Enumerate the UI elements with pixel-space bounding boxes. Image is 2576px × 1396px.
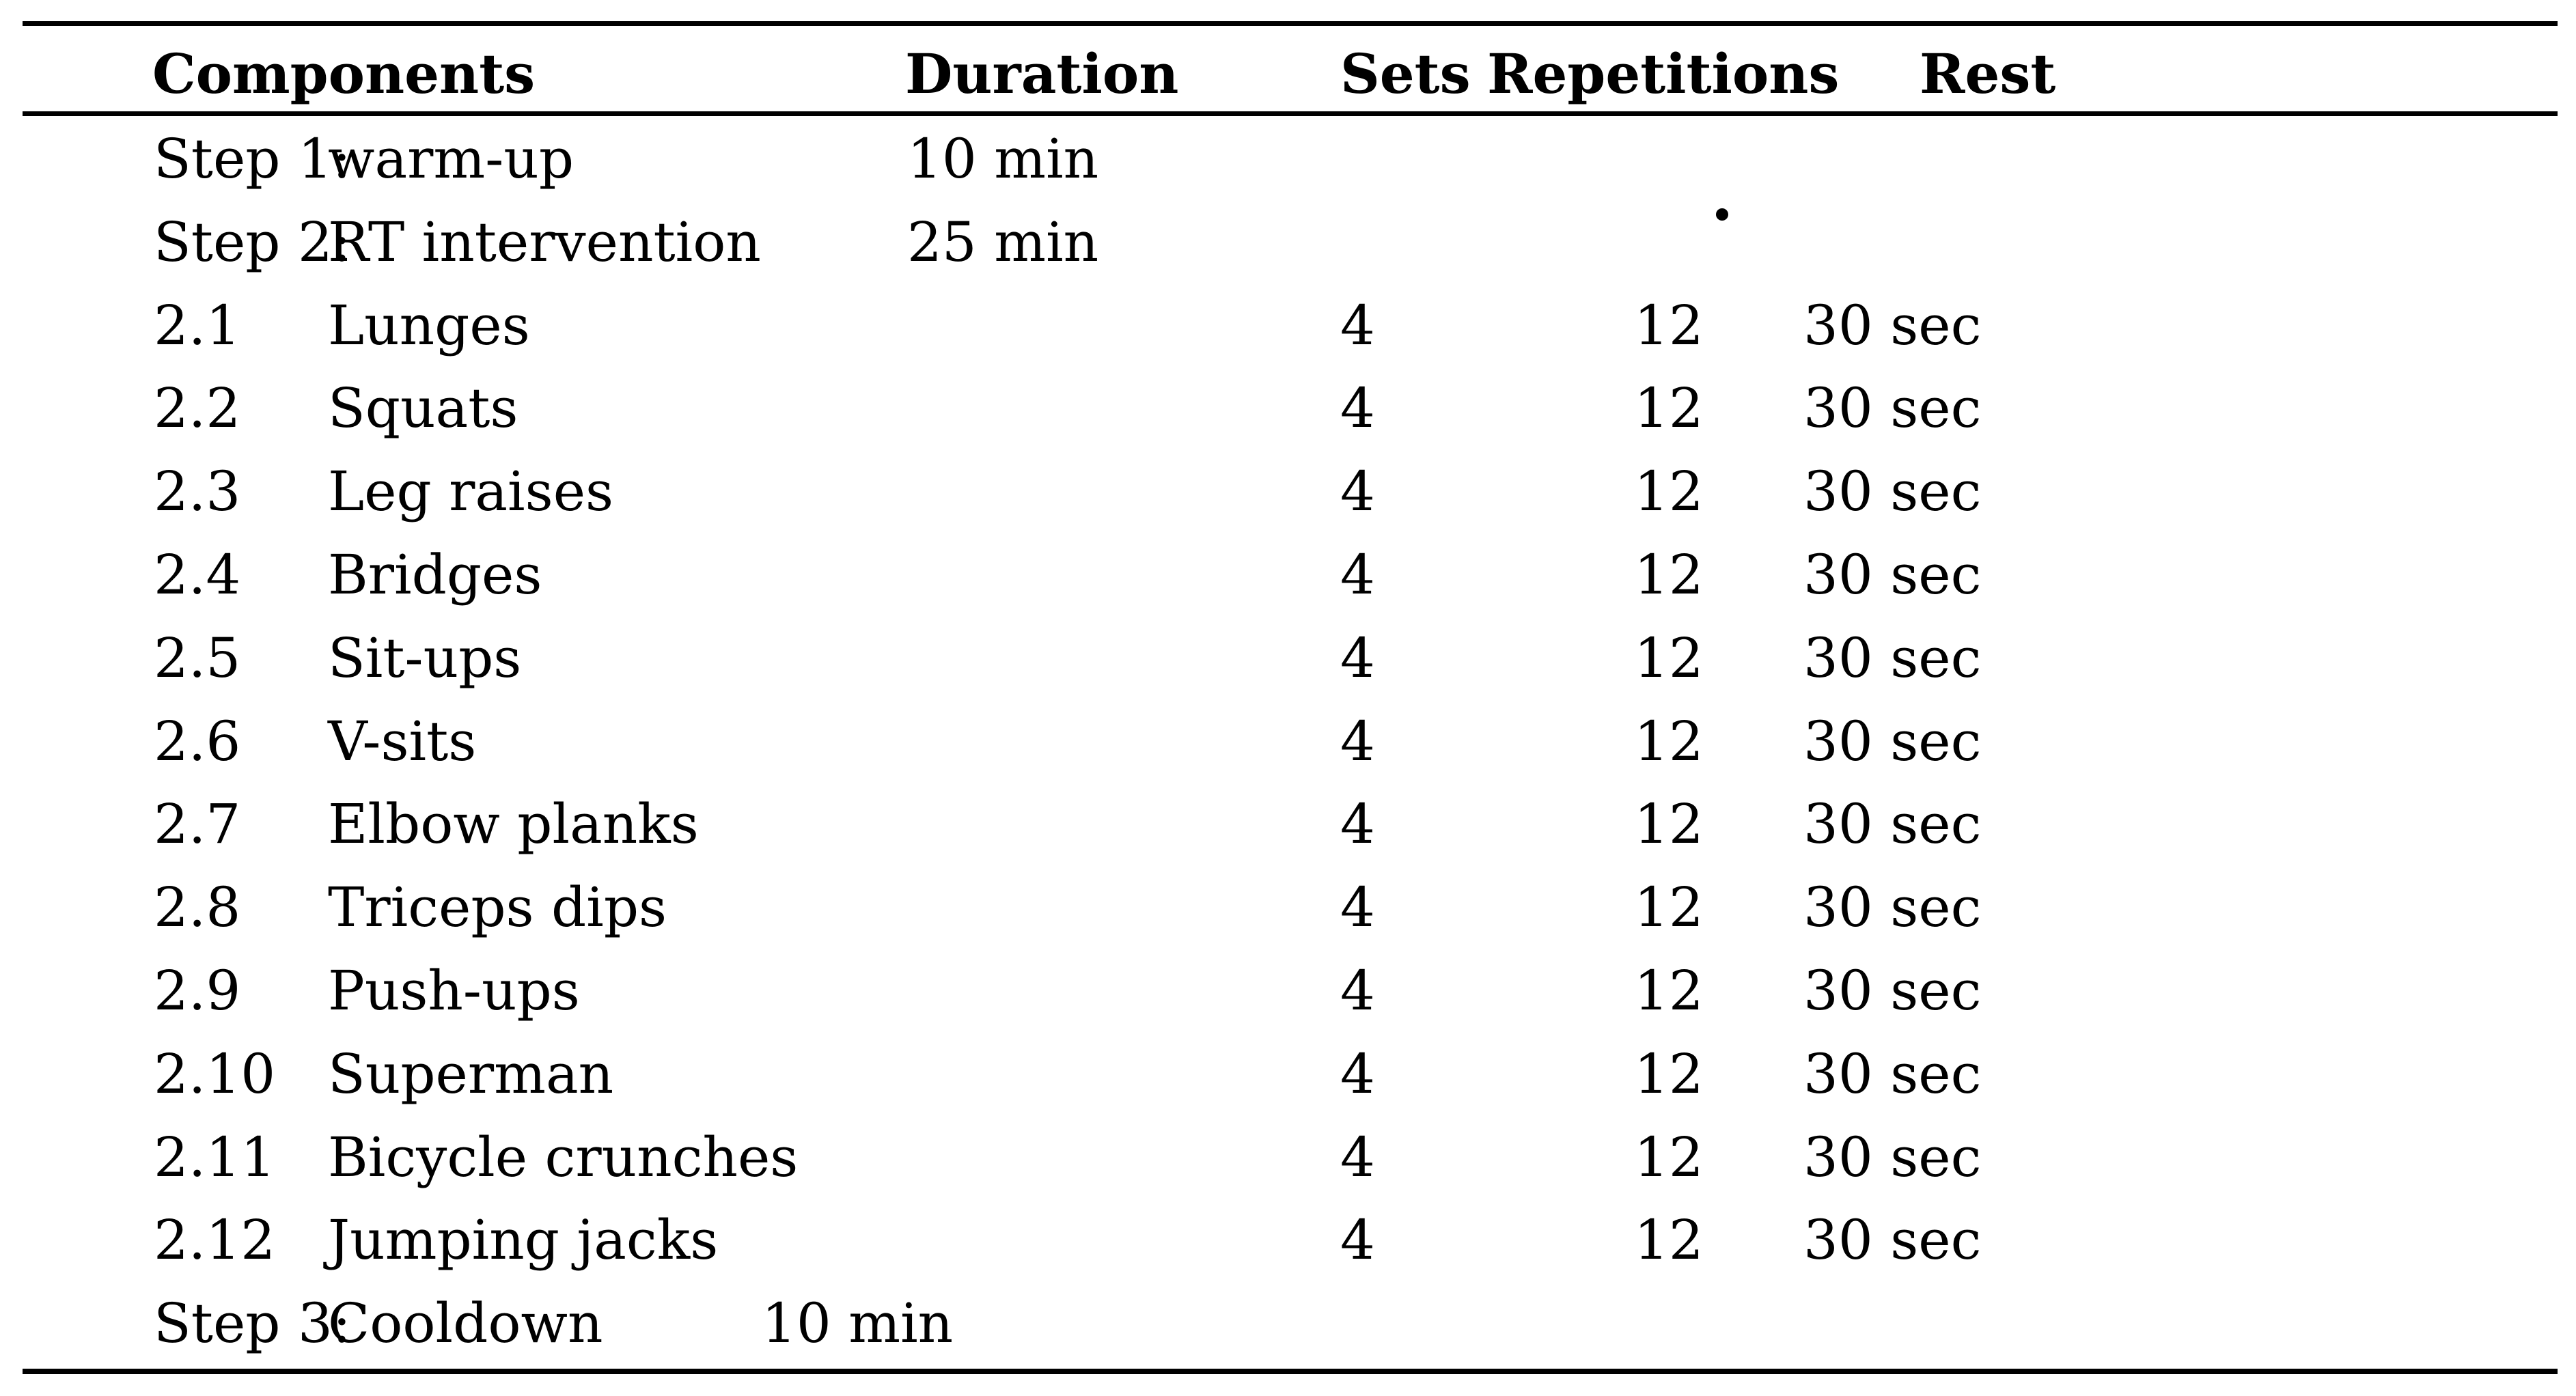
- table-row: 2.10 Superman 4 12 30 sec: [0, 1047, 2576, 1104]
- table-header-row: Components Duration Sets Repetitions Res…: [0, 46, 2576, 104]
- cell-repetitions: 12: [1634, 792, 1704, 856]
- col-header-sets: Sets: [1340, 42, 1471, 106]
- cell-duration: 10 min: [762, 1292, 954, 1355]
- cell-rest: 30 sec: [1803, 294, 1982, 357]
- cell-sets: 4: [1340, 1126, 1375, 1189]
- table-row: 2.1 Lunges 4 12 30 sec: [0, 298, 2576, 356]
- table-row: 2.2 Squats 4 12 30 sec: [0, 381, 2576, 438]
- cell-component-name: Bridges: [328, 543, 542, 606]
- cell-step-label: 2.12: [154, 1208, 276, 1272]
- cell-sets: 4: [1340, 1208, 1375, 1272]
- cell-rest: 30 sec: [1803, 460, 1982, 523]
- cell-step-label: 2.11: [154, 1126, 276, 1189]
- table-row: 2.4 Bridges 4 12 30 sec: [0, 548, 2576, 605]
- table-row: 2.3 Leg raises 4 12 30 sec: [0, 464, 2576, 522]
- table-row: 2.5 Sit-ups 4 12 30 sec: [0, 631, 2576, 688]
- cell-step-label: Step 3:: [154, 1292, 351, 1355]
- cell-step-label: 2.8: [154, 876, 241, 939]
- table-row: 2.9 Push-ups 4 12 30 sec: [0, 964, 2576, 1021]
- cell-rest: 30 sec: [1803, 710, 1982, 773]
- cell-component-name: Push-ups: [328, 959, 580, 1022]
- cell-step-label: 2.1: [154, 294, 241, 357]
- cell-component-name: Elbow planks: [328, 792, 699, 856]
- cell-rest: 30 sec: [1803, 959, 1982, 1022]
- stray-dot-artifact: [1716, 208, 1728, 221]
- cell-rest: 30 sec: [1803, 876, 1982, 939]
- col-header-duration: Duration: [905, 42, 1179, 106]
- cell-repetitions: 12: [1634, 1042, 1704, 1106]
- cell-component-name: Superman: [328, 1042, 614, 1106]
- cell-component-name: V-sits: [328, 710, 477, 773]
- cell-sets: 4: [1340, 460, 1375, 523]
- cell-repetitions: 12: [1634, 710, 1704, 773]
- table-row: Step 2: RT intervention 25 min: [0, 215, 2576, 273]
- cell-step-label: 2.2: [154, 376, 241, 440]
- cell-sets: 4: [1340, 876, 1375, 939]
- cell-sets: 4: [1340, 294, 1375, 357]
- cell-rest: 30 sec: [1803, 543, 1982, 606]
- cell-repetitions: 12: [1634, 876, 1704, 939]
- table-row: 2.6 V-sits 4 12 30 sec: [0, 714, 2576, 772]
- table-row: 2.8 Triceps dips 4 12 30 sec: [0, 880, 2576, 938]
- cell-component-name: Sit-ups: [328, 626, 522, 690]
- table-top-rule: [23, 21, 2558, 26]
- cell-sets: 4: [1340, 376, 1375, 440]
- cell-step-label: 2.6: [154, 710, 241, 773]
- cell-repetitions: 12: [1634, 376, 1704, 440]
- col-header-components: Components: [152, 42, 536, 106]
- cell-component-name: Leg raises: [328, 460, 614, 523]
- cell-rest: 30 sec: [1803, 1126, 1982, 1189]
- cell-sets: 4: [1340, 710, 1375, 773]
- cell-duration: 10 min: [907, 127, 1099, 191]
- cell-sets: 4: [1340, 543, 1375, 606]
- cell-duration: 25 min: [907, 210, 1099, 274]
- cell-step-label: 2.9: [154, 959, 241, 1022]
- cell-repetitions: 12: [1634, 1126, 1704, 1189]
- cell-component-name: warm-up: [328, 127, 574, 191]
- cell-component-name: RT intervention: [328, 210, 761, 274]
- cell-rest: 30 sec: [1803, 1208, 1982, 1272]
- cell-sets: 4: [1340, 626, 1375, 690]
- cell-repetitions: 12: [1634, 460, 1704, 523]
- table-bottom-rule: [23, 1369, 2558, 1374]
- cell-repetitions: 12: [1634, 626, 1704, 690]
- cell-step-label: 2.4: [154, 543, 241, 606]
- col-header-repetitions: Repetitions: [1487, 42, 1840, 106]
- table-row: 2.11 Bicycle crunches 4 12 30 sec: [0, 1130, 2576, 1188]
- cell-rest: 30 sec: [1803, 626, 1982, 690]
- cell-step-label: 2.5: [154, 626, 241, 690]
- table-row: 2.12 Jumping jacks 4 12 30 sec: [0, 1213, 2576, 1270]
- cell-component-name: Bicycle crunches: [328, 1126, 799, 1189]
- cell-step-label: Step 1:: [154, 127, 351, 191]
- cell-rest: 30 sec: [1803, 376, 1982, 440]
- table-row: Step 3: Cooldown 10 min: [0, 1296, 2576, 1354]
- cell-component-name: Cooldown: [328, 1292, 603, 1355]
- cell-rest: 30 sec: [1803, 1042, 1982, 1106]
- cell-component-name: Jumping jacks: [328, 1208, 719, 1272]
- cell-component-name: Lunges: [328, 294, 530, 357]
- table-header-rule: [23, 111, 2558, 116]
- cell-sets: 4: [1340, 792, 1375, 856]
- cell-step-label: 2.7: [154, 792, 241, 856]
- cell-sets: 4: [1340, 1042, 1375, 1106]
- cell-component-name: Squats: [328, 376, 518, 440]
- cell-component-name: Triceps dips: [328, 876, 667, 939]
- cell-step-label: Step 2:: [154, 210, 351, 274]
- cell-repetitions: 12: [1634, 543, 1704, 606]
- cell-step-label: 2.10: [154, 1042, 276, 1106]
- cell-sets: 4: [1340, 959, 1375, 1022]
- col-header-rest: Rest: [1920, 42, 2056, 106]
- cell-repetitions: 12: [1634, 294, 1704, 357]
- cell-rest: 30 sec: [1803, 792, 1982, 856]
- cell-repetitions: 12: [1634, 1208, 1704, 1272]
- cell-repetitions: 12: [1634, 959, 1704, 1022]
- table-row: Step 1: warm-up 10 min: [0, 132, 2576, 189]
- table-row: 2.7 Elbow planks 4 12 30 sec: [0, 797, 2576, 854]
- cell-step-label: 2.3: [154, 460, 241, 523]
